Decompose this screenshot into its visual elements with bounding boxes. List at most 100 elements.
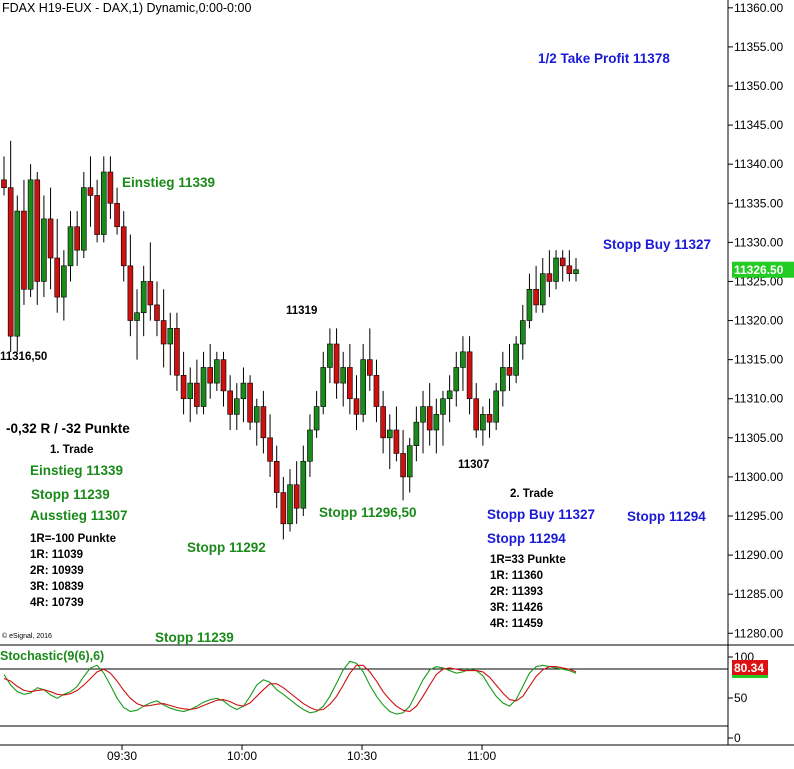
candle-body	[233, 398, 240, 415]
candle-body	[267, 437, 273, 462]
candle-body	[466, 351, 473, 400]
stopp-11292-label: Stopp 11292	[187, 540, 266, 555]
candle-body	[81, 187, 87, 251]
result-label: -0,32 R / -32 Punkte	[6, 421, 130, 436]
candle-body	[300, 460, 307, 509]
candle-body	[167, 328, 174, 345]
take-profit-label: 1/2 Take Profit 11378	[538, 51, 670, 66]
time-tick-label: 11:00	[467, 749, 496, 763]
candle-body	[287, 484, 293, 525]
candle-body	[174, 328, 180, 376]
candle-body	[127, 265, 134, 321]
candle-body	[253, 406, 260, 423]
einstieg-label: Einstieg 11339	[122, 175, 216, 190]
trade2-r-line: 1R: 11360	[490, 570, 544, 582]
price-tick-label: 11355.00	[734, 40, 783, 54]
candle-body	[373, 374, 380, 407]
trade1-r-line: 3R: 10839	[30, 581, 84, 593]
candle-body	[47, 218, 54, 259]
candle-body	[353, 398, 360, 415]
candle-body	[240, 382, 247, 400]
low-label-11316: 11316,50	[0, 351, 48, 363]
last-price-badge	[732, 261, 794, 278]
stopp-11294-right-label: Stopp 11294	[627, 509, 706, 524]
stopp-buy-label: Stopp Buy 11327	[603, 237, 712, 252]
trade2-r-line: 2R: 11393	[490, 586, 544, 598]
candle-body	[480, 414, 486, 431]
candle-body	[546, 273, 553, 282]
candle-body	[553, 257, 559, 282]
trade1-title: 1. Trade	[50, 444, 94, 456]
stochastic-label: Stochastic(9(6),6)	[0, 649, 105, 663]
candle-body	[307, 429, 313, 462]
candle-body	[140, 281, 147, 314]
candle-body	[7, 187, 14, 337]
candle-body	[114, 202, 120, 228]
candle-body	[473, 398, 480, 431]
candle-body	[1, 179, 7, 188]
time-tick-label: 10:30	[347, 749, 377, 763]
candle-body	[406, 445, 413, 478]
candle-body	[539, 273, 546, 306]
price-tick-label: 11320.00	[734, 314, 783, 328]
candle-body	[67, 226, 74, 267]
candle-body	[41, 218, 47, 282]
trade1-r-line: 1R=-100 Punkte	[30, 533, 116, 545]
trade2-stopp-buy: Stopp Buy 11327	[487, 507, 596, 522]
candle-body	[21, 210, 27, 290]
candle-body	[493, 390, 499, 423]
stoch-value-badge	[732, 660, 768, 675]
price-tick-label: 11285.00	[734, 587, 783, 601]
candle-body	[147, 281, 154, 306]
candle-body	[180, 374, 187, 400]
trade2-r-line: 4R: 11459	[490, 618, 544, 630]
candle-body	[61, 265, 67, 298]
trade1-r-line: 1R: 11039	[30, 549, 84, 561]
price-tick-label: 11290.00	[734, 548, 783, 562]
candle-body	[34, 179, 41, 282]
candle-body	[420, 406, 426, 423]
trade2-r-line: 3R: 11426	[490, 602, 544, 614]
candle-body	[94, 195, 100, 235]
candle-body	[120, 226, 127, 267]
price-tick-label: 11360.00	[734, 1, 783, 15]
stoch-d-line	[3, 664, 577, 713]
price-tick-label: 11315.00	[734, 353, 783, 367]
price-tick-label: 11350.00	[734, 79, 783, 93]
candle-body	[433, 414, 440, 431]
candle-body	[559, 257, 566, 267]
candle-body	[200, 367, 207, 407]
candle-body	[227, 390, 233, 415]
candle-body	[220, 359, 227, 392]
candle-body	[413, 421, 420, 446]
candle-body	[360, 359, 366, 415]
candle-body	[313, 406, 320, 431]
candle-body	[333, 343, 340, 384]
price-tick-label: 11340.00	[734, 157, 783, 171]
copyright: © eSignal, 2016	[2, 633, 52, 640]
candle-body	[486, 414, 493, 423]
candle-body	[134, 312, 140, 321]
candle-body	[386, 429, 393, 439]
price-tick-label: 11325.00	[734, 274, 783, 288]
stoch-tick-label: 0	[734, 731, 741, 745]
trade2-r-line: 1R=33 Punkte	[490, 554, 566, 566]
price-tick-label: 11330.00	[734, 235, 783, 249]
candle-body	[506, 367, 513, 376]
candle-body	[320, 367, 327, 407]
trade1-r-line: 4R: 10739	[30, 597, 84, 609]
stoch-tick-label: 50	[734, 691, 748, 705]
candle-body	[280, 492, 287, 525]
candle-body	[526, 288, 533, 321]
candle-body	[207, 367, 213, 384]
candle-body	[566, 265, 573, 274]
candle-body	[14, 210, 21, 337]
trade1-r-line: 2R: 10939	[30, 565, 84, 577]
candle-body	[573, 269, 579, 274]
low-label-11307: 11307	[458, 459, 490, 471]
price-tick-label: 11345.00	[734, 118, 783, 132]
candle-body	[453, 367, 460, 392]
stopp-11296-label: Stopp 11296,50	[319, 505, 417, 520]
